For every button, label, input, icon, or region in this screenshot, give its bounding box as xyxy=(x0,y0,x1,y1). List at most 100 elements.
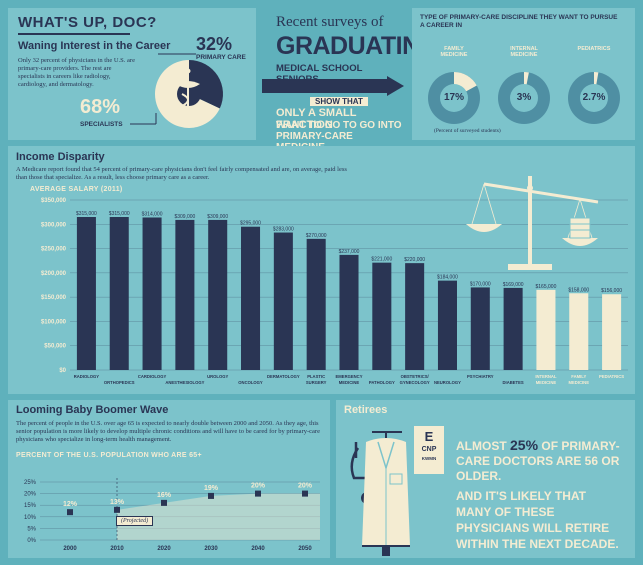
boomer-point xyxy=(208,492,214,499)
salary-bar xyxy=(208,219,228,370)
retirees-title: Retirees xyxy=(344,404,388,416)
discipline-panel: TYPE OF PRIMARY-CARE DISCIPLINE THEY WAN… xyxy=(412,8,635,140)
discipline-donuts xyxy=(428,72,620,124)
salary-bar xyxy=(437,280,457,370)
projected-label: (Projected) xyxy=(116,516,154,526)
salary-category-label: OBSTETRICS/ xyxy=(401,374,430,379)
salary-category-label: INTERNAL xyxy=(535,374,557,379)
boomer-point xyxy=(302,490,308,497)
boomer-value-label: 19% xyxy=(204,485,219,492)
salary-bar xyxy=(503,287,523,370)
salary-ytick: $150,000 xyxy=(41,295,67,301)
eye-chart-row-1: E xyxy=(424,429,434,444)
retirees-stat: ALMOST 25% OF PRIMARY-CARE DOCTORS ARE 5… xyxy=(456,438,626,484)
salary-category-label: PATHOLOGY xyxy=(369,380,395,385)
salary-ytick: $200,000 xyxy=(41,271,67,277)
retirees-panel: Retirees E CNP KWMN ALMOST 25% OF PRIMAR… xyxy=(336,400,635,558)
salary-category-label: ONCOLOGY xyxy=(238,380,263,385)
salary-value-label: $237,000 xyxy=(339,249,360,255)
salary-category-label: DIABETES xyxy=(503,380,524,385)
boomer-chart-title: PERCENT OF THE U.S. POPULATION WHO ARE 6… xyxy=(16,452,202,459)
salary-ytick: $50,000 xyxy=(44,344,66,350)
surveys-line5: ONLY A SMALL FRACTION xyxy=(276,107,357,131)
retirees-body: AND IT'S LIKELY THAT MANY OF THESE PHYSI… xyxy=(456,489,619,551)
surveys-line4: SHOW THAT xyxy=(310,97,368,106)
salary-value-label: $169,000 xyxy=(503,282,524,288)
salary-value-label: $309,000 xyxy=(207,214,228,220)
salary-value-label: $184,000 xyxy=(437,275,458,281)
boomer-ytick: 15% xyxy=(24,503,37,509)
waning-body: Only 32 percent of physicians in the U.S… xyxy=(18,57,135,88)
salary-category-label: PEDIATRICS xyxy=(599,374,624,379)
eye-chart: E CNP KWMN xyxy=(414,426,444,474)
doctor-coat-icon xyxy=(350,431,410,556)
boomer-ytick: 0% xyxy=(27,538,36,544)
discipline-label-2: PEDIATRICS xyxy=(577,46,611,52)
boomer-value-label: 16% xyxy=(157,492,172,499)
caduceus-icon xyxy=(176,68,200,122)
discipline-note: (Percent of surveyed students) xyxy=(434,128,501,134)
eye-chart-row-3: KWMN xyxy=(421,456,437,461)
title-underline xyxy=(18,33,130,35)
donut-hole-2 xyxy=(580,84,608,112)
boomer-body: The percent of people in the U.S. over a… xyxy=(16,420,320,443)
salary-value-label: $221,000 xyxy=(371,257,392,263)
boomer-xtick: 2000 xyxy=(63,546,77,552)
income-body: A Medicare report found that 54 percent … xyxy=(16,166,347,181)
salary-value-label: $158,000 xyxy=(568,287,589,293)
salary-value-label: $314,000 xyxy=(142,211,163,217)
salary-bar xyxy=(175,219,195,370)
salary-category-label: CARDIOLOGY xyxy=(138,374,167,379)
boomer-xtick: 2030 xyxy=(204,546,218,552)
boomer-value-label: 13% xyxy=(110,499,125,506)
salary-category-label: SURGERY xyxy=(306,380,327,385)
waning-interest-panel: WHAT'S UP, DOC? Waning Interest in the C… xyxy=(8,8,256,140)
surveys-line1: Recent surveys of xyxy=(276,14,384,30)
salary-ytick: $100,000 xyxy=(41,319,67,325)
donut-hole-0 xyxy=(440,84,468,112)
retirees-stat-pct: 25% xyxy=(510,437,539,453)
boomer-xtick: 2010 xyxy=(110,546,124,552)
boomer-ytick: 20% xyxy=(24,492,37,498)
boomer-point xyxy=(161,499,167,506)
boomer-title: Looming Baby Boomer Wave xyxy=(16,404,169,416)
salary-bar xyxy=(569,293,589,370)
retirees-stat-post: OF PRIMARY-CARE DOCTORS ARE 56 OR OLDER. xyxy=(456,439,620,483)
scales-icon xyxy=(466,176,599,270)
boomer-ytick: 25% xyxy=(24,480,37,486)
boomer-projected-area xyxy=(117,493,320,540)
boomer-xtick: 2040 xyxy=(251,546,265,552)
surveys-panel: Recent surveys of GRADUATING MEDICAL SCH… xyxy=(262,8,439,153)
salary-value-label: $220,000 xyxy=(404,257,425,263)
income-title: Income Disparity xyxy=(16,151,105,163)
salary-value-label: $309,000 xyxy=(174,214,195,220)
salary-category-label: PLASTIC xyxy=(307,374,325,379)
retirees-stat-pre: ALMOST xyxy=(456,439,510,453)
salary-bar xyxy=(372,262,392,370)
donut-value-0: 17% xyxy=(443,92,464,103)
boomer-chart: 0% 5% 10% 15% 20% 25% 2000 2010 2020 2030 2040 2050… xyxy=(24,478,320,552)
boomer-xtick: 2020 xyxy=(157,546,171,552)
salary-category-label: UROLOGY xyxy=(207,374,228,379)
donut-value-1: 3% xyxy=(516,92,532,103)
donut-value-2: 2.7% xyxy=(582,92,606,103)
salary-category-label: NEUROLOGY xyxy=(434,380,461,385)
income-panel: Income Disparity A Medicare report found… xyxy=(8,146,635,394)
salary-bar xyxy=(536,289,556,370)
salary-category-label: GYNECOLOGY xyxy=(400,380,430,385)
salary-bar xyxy=(339,254,359,370)
salary-bar xyxy=(405,263,425,370)
salary-ytick: $0 xyxy=(59,368,66,374)
salary-value-label: $270,000 xyxy=(306,233,327,239)
eye-chart-row-2: CNP xyxy=(421,446,437,453)
salary-category-label: RADIOLOGY xyxy=(74,374,100,379)
label-primary: PRIMARY CARE xyxy=(196,54,246,61)
salary-value-label: $295,000 xyxy=(240,221,261,227)
salary-value-label: $156,000 xyxy=(601,288,622,294)
salary-ytick: $350,000 xyxy=(41,198,67,204)
boomer-point xyxy=(67,509,73,516)
salary-value-label: $283,000 xyxy=(273,227,294,233)
salary-category-label: MEDICINE xyxy=(339,380,360,385)
salary-category-label: ANESTHESIOLOGY xyxy=(165,380,204,385)
salary-bar xyxy=(602,294,622,370)
